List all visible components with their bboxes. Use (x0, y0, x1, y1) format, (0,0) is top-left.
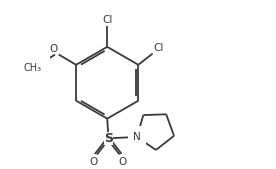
Text: O: O (90, 157, 98, 167)
Text: O: O (49, 44, 58, 54)
Text: Cl: Cl (102, 15, 112, 25)
Text: N: N (133, 132, 141, 142)
Text: O: O (118, 157, 127, 167)
Text: S: S (104, 132, 113, 145)
Text: N: N (133, 132, 141, 142)
Text: CH₃: CH₃ (23, 63, 41, 73)
Text: Cl: Cl (154, 43, 164, 53)
